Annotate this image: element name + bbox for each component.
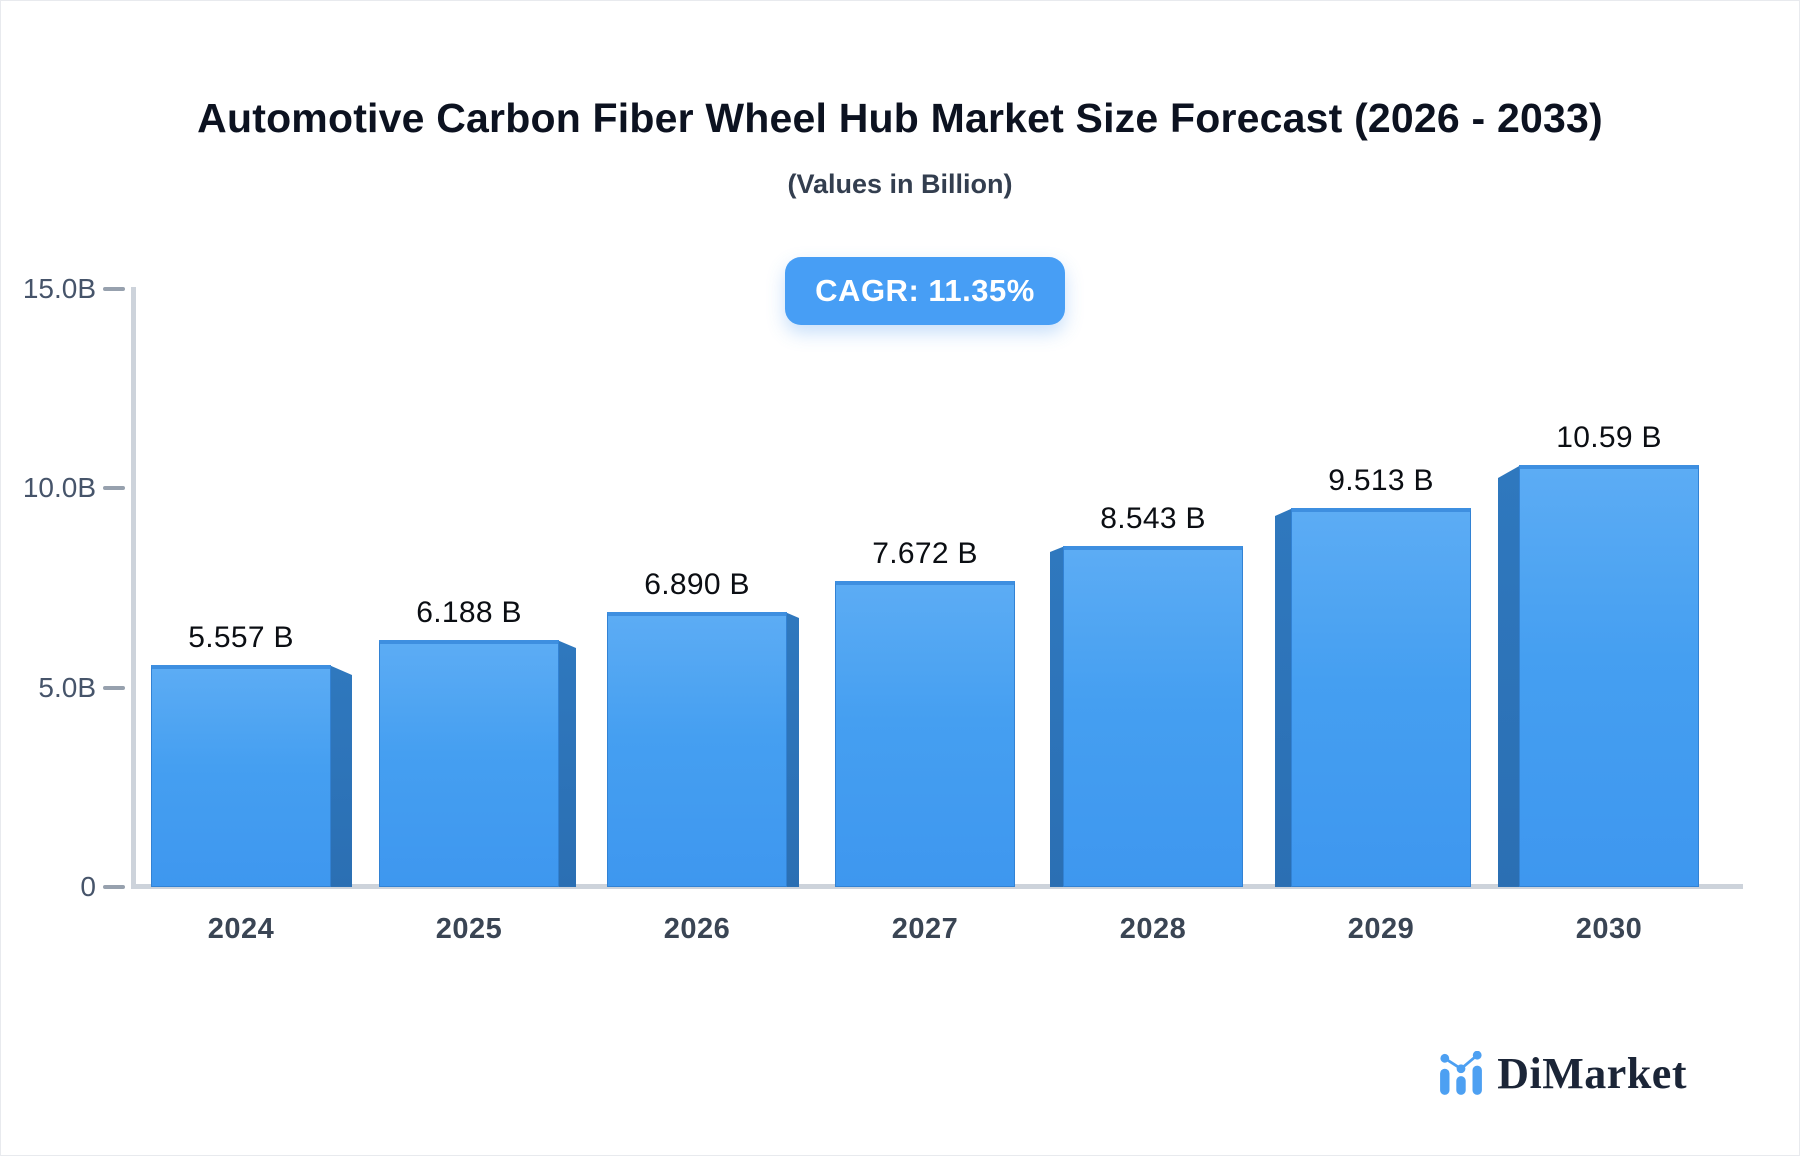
bar-side-face (557, 640, 576, 887)
x-axis-category-label: 2024 (207, 913, 275, 945)
bar-value-label: 7.672 B (872, 537, 978, 570)
bar-face (835, 581, 1015, 887)
y-axis-line (131, 287, 136, 889)
bar[interactable] (1275, 508, 1471, 887)
bar-side-face (1050, 546, 1065, 887)
cagr-badge-label: CAGR: 11.35% (815, 273, 1035, 308)
y-axis-tick-mark (103, 885, 125, 889)
bar-side-face (1498, 465, 1521, 887)
bar-face (1063, 546, 1243, 887)
bar[interactable] (607, 612, 799, 887)
x-axis-category-label: 2027 (891, 913, 959, 945)
x-axis-category-label: 2029 (1347, 913, 1415, 945)
bar-value-label: 6.890 B (644, 568, 750, 601)
cagr-badge: CAGR: 11.35% (785, 257, 1065, 325)
bar-face (379, 640, 559, 887)
chart-subtitle: (Values in Billion) (787, 169, 1013, 199)
x-axis-category-label: 2025 (435, 913, 503, 945)
bar-face (1291, 508, 1471, 887)
bar-side-face (329, 665, 352, 887)
bar-value-label: 9.513 B (1328, 464, 1434, 497)
bar-value-label: 5.557 B (188, 621, 294, 654)
y-axis-tick-mark (103, 685, 125, 690)
bar-chart-logo-icon (1440, 1050, 1483, 1095)
bar-face (151, 665, 331, 887)
page-title: Automotive Carbon Fiber Wheel Hub Market… (197, 95, 1603, 141)
bar[interactable] (835, 581, 1015, 887)
bar-face (607, 612, 787, 887)
y-axis-tick-label: 15.0B (22, 273, 96, 304)
bar-value-label: 8.543 B (1100, 502, 1206, 535)
y-axis-tick-label: 0 (80, 871, 96, 902)
bar-face (1519, 465, 1699, 887)
bar-value-label: 10.59 B (1556, 421, 1662, 454)
x-axis-category-label: 2030 (1575, 913, 1643, 945)
bar[interactable] (1498, 465, 1699, 887)
dimarket-logo: DiMarket (1438, 1048, 1687, 1099)
bar[interactable] (1050, 546, 1243, 887)
bar-side-face (1275, 508, 1293, 887)
bar[interactable] (379, 640, 576, 887)
y-axis-tick-label: 10.0B (22, 472, 96, 504)
y-axis-tick-mark (103, 287, 125, 291)
y-axis-tick-mark (103, 486, 125, 491)
logo-text: DiMarket (1497, 1049, 1687, 1098)
bar-value-label: 6.188 B (416, 596, 522, 629)
y-axis-tick-label: 5.0B (38, 671, 96, 703)
bar-side-face (785, 612, 799, 887)
bar[interactable] (151, 665, 352, 887)
x-axis-category-label: 2026 (663, 913, 731, 945)
x-axis-category-label: 2028 (1119, 913, 1187, 945)
